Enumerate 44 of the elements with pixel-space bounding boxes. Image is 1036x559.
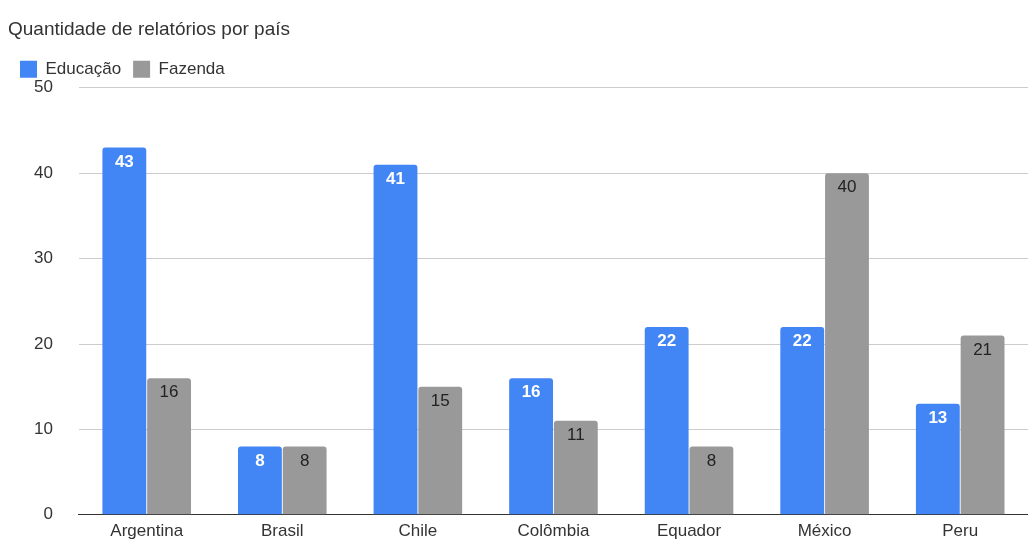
bar	[644, 326, 689, 515]
y-tick-label: 0	[43, 504, 53, 524]
x-tick-label: Chile	[398, 520, 438, 540]
legend-label: Fazenda	[158, 58, 226, 78]
bar	[147, 378, 191, 515]
y-tick-label: 40	[33, 162, 53, 182]
bar	[418, 386, 463, 515]
bar	[960, 335, 1005, 515]
x-tick-label: México	[797, 520, 852, 540]
data-label: 8	[299, 450, 310, 470]
chart-title: Quantidade de relatórios por país	[8, 17, 291, 39]
x-tick-label: Equador	[656, 520, 722, 540]
bar	[689, 446, 734, 515]
bar	[237, 446, 282, 515]
data-label: 16	[521, 382, 541, 402]
data-label: 8	[706, 450, 717, 470]
bar	[102, 147, 147, 515]
data-label: 22	[657, 331, 677, 351]
data-label: 40	[837, 177, 857, 197]
x-tick-label: Brasil	[261, 520, 304, 540]
y-tick-label: 10	[33, 419, 53, 439]
legend-label: Educação	[45, 58, 122, 78]
data-label: 15	[430, 390, 450, 410]
data-label: 11	[567, 425, 585, 445]
bar	[915, 403, 960, 515]
bar	[282, 446, 327, 515]
x-tick-label: Colômbia	[517, 520, 590, 540]
data-label: 8	[255, 450, 265, 470]
y-tick-label: 20	[33, 333, 53, 353]
x-tick-label: Peru	[942, 520, 979, 540]
data-label: 16	[159, 382, 179, 402]
bar	[509, 378, 554, 515]
x-tick-label: Argentina	[110, 520, 184, 540]
bar	[825, 173, 869, 515]
data-label: 13	[928, 407, 948, 427]
y-tick-label: 30	[33, 248, 53, 268]
bar	[553, 420, 598, 515]
bar	[780, 326, 825, 515]
bar	[373, 164, 418, 515]
y-tick-label: 50	[33, 77, 53, 97]
data-label: 43	[114, 151, 134, 171]
data-label: 21	[973, 339, 993, 359]
data-label: 22	[792, 331, 812, 351]
data-label: 41	[386, 168, 405, 188]
